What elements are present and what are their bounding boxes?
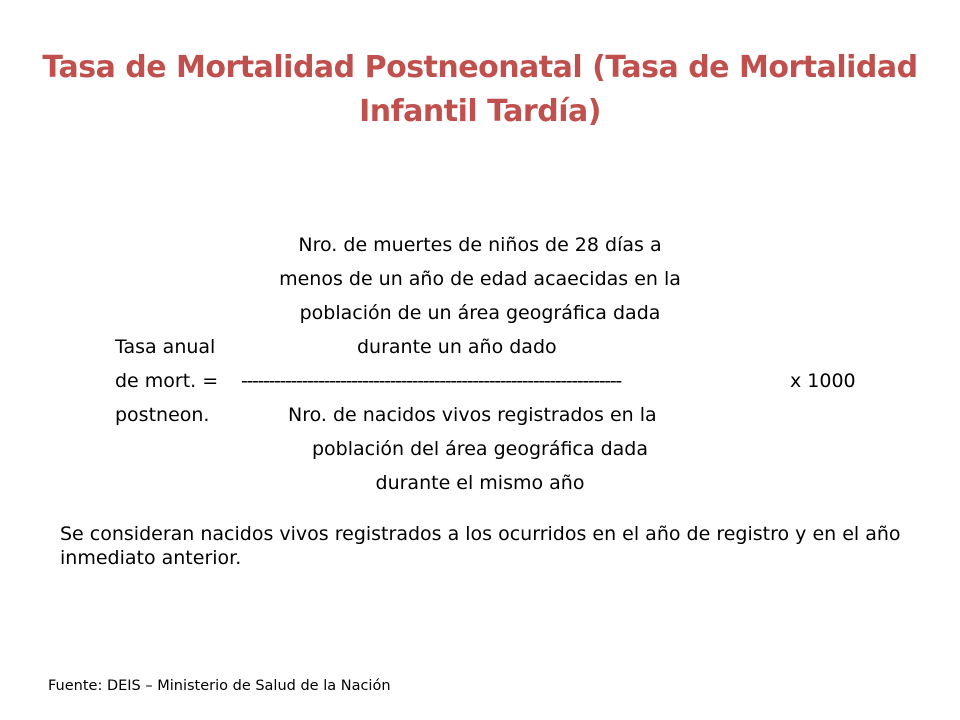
rate-label-line-2: de mort. =	[115, 370, 219, 392]
denominator-line-3: durante el mismo año	[375, 472, 585, 494]
numerator-line-2: menos de un año de edad acaecidas en la	[279, 268, 681, 290]
formula-row-5: de mort. = -----------------------------…	[0, 365, 960, 399]
denominator-line-1: Nro. de nacidos vivos registrados en la	[288, 404, 657, 426]
source-citation: Fuente: DEIS – Ministerio de Salud de la…	[48, 678, 391, 694]
fraction-bar: ----------------------------------------…	[241, 370, 622, 392]
rate-label-line-3: postneon.	[115, 404, 210, 426]
slide-title: Tasa de Mortalidad Postneonatal (Tasa de…	[42, 50, 918, 129]
numerator-line-3: población de un área geográfica dada	[299, 302, 661, 324]
formula-row-6: postneon. Nro. de nacidos vivos registra…	[0, 399, 960, 433]
footnote-text: Se consideran nacidos vivos registrados …	[60, 523, 901, 569]
rate-label-line-1: Tasa anual	[115, 336, 216, 358]
formula-row-4: Tasa anual durante un año dado	[0, 331, 960, 365]
multiplier: x 1000	[790, 370, 856, 392]
numerator-line-1: Nro. de muertes de niños de 28 días a	[298, 234, 662, 256]
numerator-line-4: durante un año dado	[357, 336, 557, 358]
denominator-line-2: población del área geográfica dada	[312, 438, 648, 460]
